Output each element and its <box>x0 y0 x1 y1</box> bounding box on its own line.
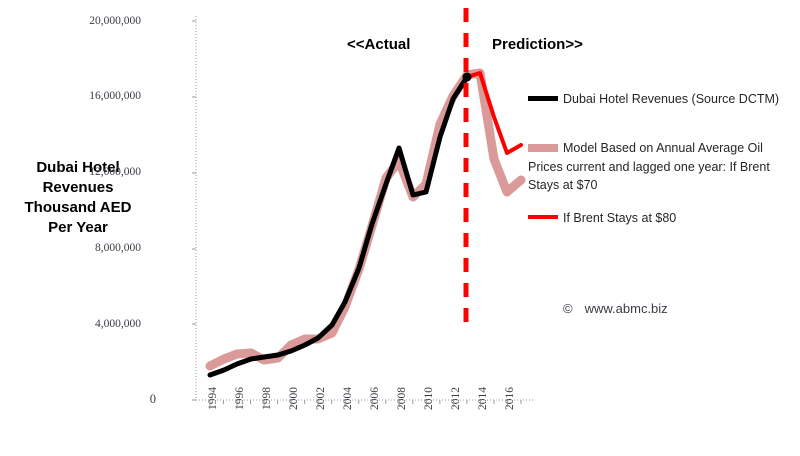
pink-band-swatch-icon <box>528 143 558 152</box>
y-tick-label-12000000: 12,000,000 <box>89 166 141 178</box>
annotation-prediction: Prediction>> <box>492 36 583 53</box>
legend-label-actual: Dubai Hotel Revenues (Source DCTM) <box>563 92 780 106</box>
website-label: www.abmc.biz <box>584 301 668 316</box>
legend-item-actual[interactable]: Dubai Hotel Revenues (Source DCTM) <box>528 90 793 109</box>
y-axis-title: Dubai Hotel Revenues Thousand AED Per Ye… <box>8 158 148 238</box>
legend-item-model-80[interactable]: If Brent Stays at $80 <box>528 209 793 228</box>
y-axis-title-line-3: Thousand AED <box>24 198 132 216</box>
black-line-swatch-icon <box>528 96 558 101</box>
y-tick-label-20000000: 20,000,000 <box>89 15 141 27</box>
y-tick-label-4000000: 4,000,000 <box>95 318 141 330</box>
copyright-icon: © <box>563 301 573 316</box>
series-actual-line <box>207 74 470 378</box>
copyright-notice: © www.abmc.biz <box>563 301 668 316</box>
legend-label-model-80: If Brent Stays at $80 <box>563 211 677 225</box>
y-tick-label-16000000: 16,000,000 <box>89 90 141 102</box>
y-tick-label-8000000: 8,000,000 <box>95 242 141 254</box>
y-axis-title-line-1: Dubai Hotel <box>36 159 120 176</box>
series-model-70-line <box>205 68 526 371</box>
y-axis-title-line-4: Per Year <box>48 218 108 236</box>
red-line-swatch-icon <box>528 215 558 219</box>
y-tick-label-0: 0 <box>149 392 156 406</box>
y-axis-title-line-2: Revenues <box>42 178 114 196</box>
x-axis-ticks <box>209 400 522 407</box>
chart-legend: Dubai Hotel Revenues (Source DCTM) Model… <box>528 90 793 242</box>
series-model-80-line <box>465 71 523 155</box>
legend-item-model-70[interactable]: Model Based on Annual Average Oil Prices… <box>528 139 793 195</box>
annotation-actual: <<Actual <box>347 36 411 53</box>
peak-marker <box>462 72 472 82</box>
y-axis-ticks <box>192 20 196 401</box>
legend-label-model-70: Model Based on Annual Average Oil Prices… <box>528 140 770 193</box>
